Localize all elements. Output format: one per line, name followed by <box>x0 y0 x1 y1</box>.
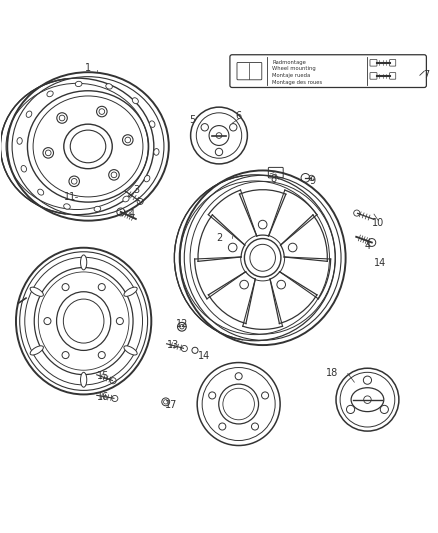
Ellipse shape <box>47 91 53 96</box>
Text: 11: 11 <box>64 192 77 201</box>
Ellipse shape <box>64 204 70 209</box>
Text: 10: 10 <box>372 218 385 228</box>
Text: 2: 2 <box>216 233 222 243</box>
Text: 3: 3 <box>133 185 139 195</box>
Ellipse shape <box>81 373 87 387</box>
Text: 12: 12 <box>176 319 188 329</box>
Ellipse shape <box>17 138 22 144</box>
Text: Montage des roues: Montage des roues <box>272 80 323 85</box>
Text: 9: 9 <box>310 176 316 186</box>
Text: 18: 18 <box>326 368 339 378</box>
Ellipse shape <box>144 175 150 182</box>
Text: 16: 16 <box>97 392 110 402</box>
Ellipse shape <box>123 196 129 202</box>
Text: 14: 14 <box>198 351 210 361</box>
Ellipse shape <box>149 121 155 127</box>
Text: 4: 4 <box>129 209 135 219</box>
Ellipse shape <box>94 206 101 212</box>
Ellipse shape <box>30 287 43 296</box>
Ellipse shape <box>21 165 27 172</box>
Text: 7: 7 <box>423 70 430 80</box>
Text: 15: 15 <box>97 370 110 381</box>
Text: Radmontage: Radmontage <box>272 60 306 64</box>
Ellipse shape <box>26 111 32 117</box>
Text: Montaje rueda: Montaje rueda <box>272 73 311 78</box>
Ellipse shape <box>132 98 138 104</box>
Ellipse shape <box>81 255 87 270</box>
Text: 17: 17 <box>165 400 177 410</box>
Text: 13: 13 <box>167 340 179 350</box>
Ellipse shape <box>38 189 44 195</box>
Ellipse shape <box>30 346 43 355</box>
Text: 6: 6 <box>236 111 242 121</box>
Text: Wheel mounting: Wheel mounting <box>272 66 316 71</box>
Text: 1: 1 <box>85 63 91 73</box>
Text: 4: 4 <box>364 240 371 251</box>
Ellipse shape <box>106 84 113 89</box>
Ellipse shape <box>154 149 159 155</box>
Text: 14: 14 <box>374 258 387 268</box>
Text: 5: 5 <box>190 115 196 125</box>
Ellipse shape <box>75 82 82 86</box>
Ellipse shape <box>124 346 137 355</box>
Text: 8: 8 <box>271 174 277 184</box>
Ellipse shape <box>124 287 137 296</box>
